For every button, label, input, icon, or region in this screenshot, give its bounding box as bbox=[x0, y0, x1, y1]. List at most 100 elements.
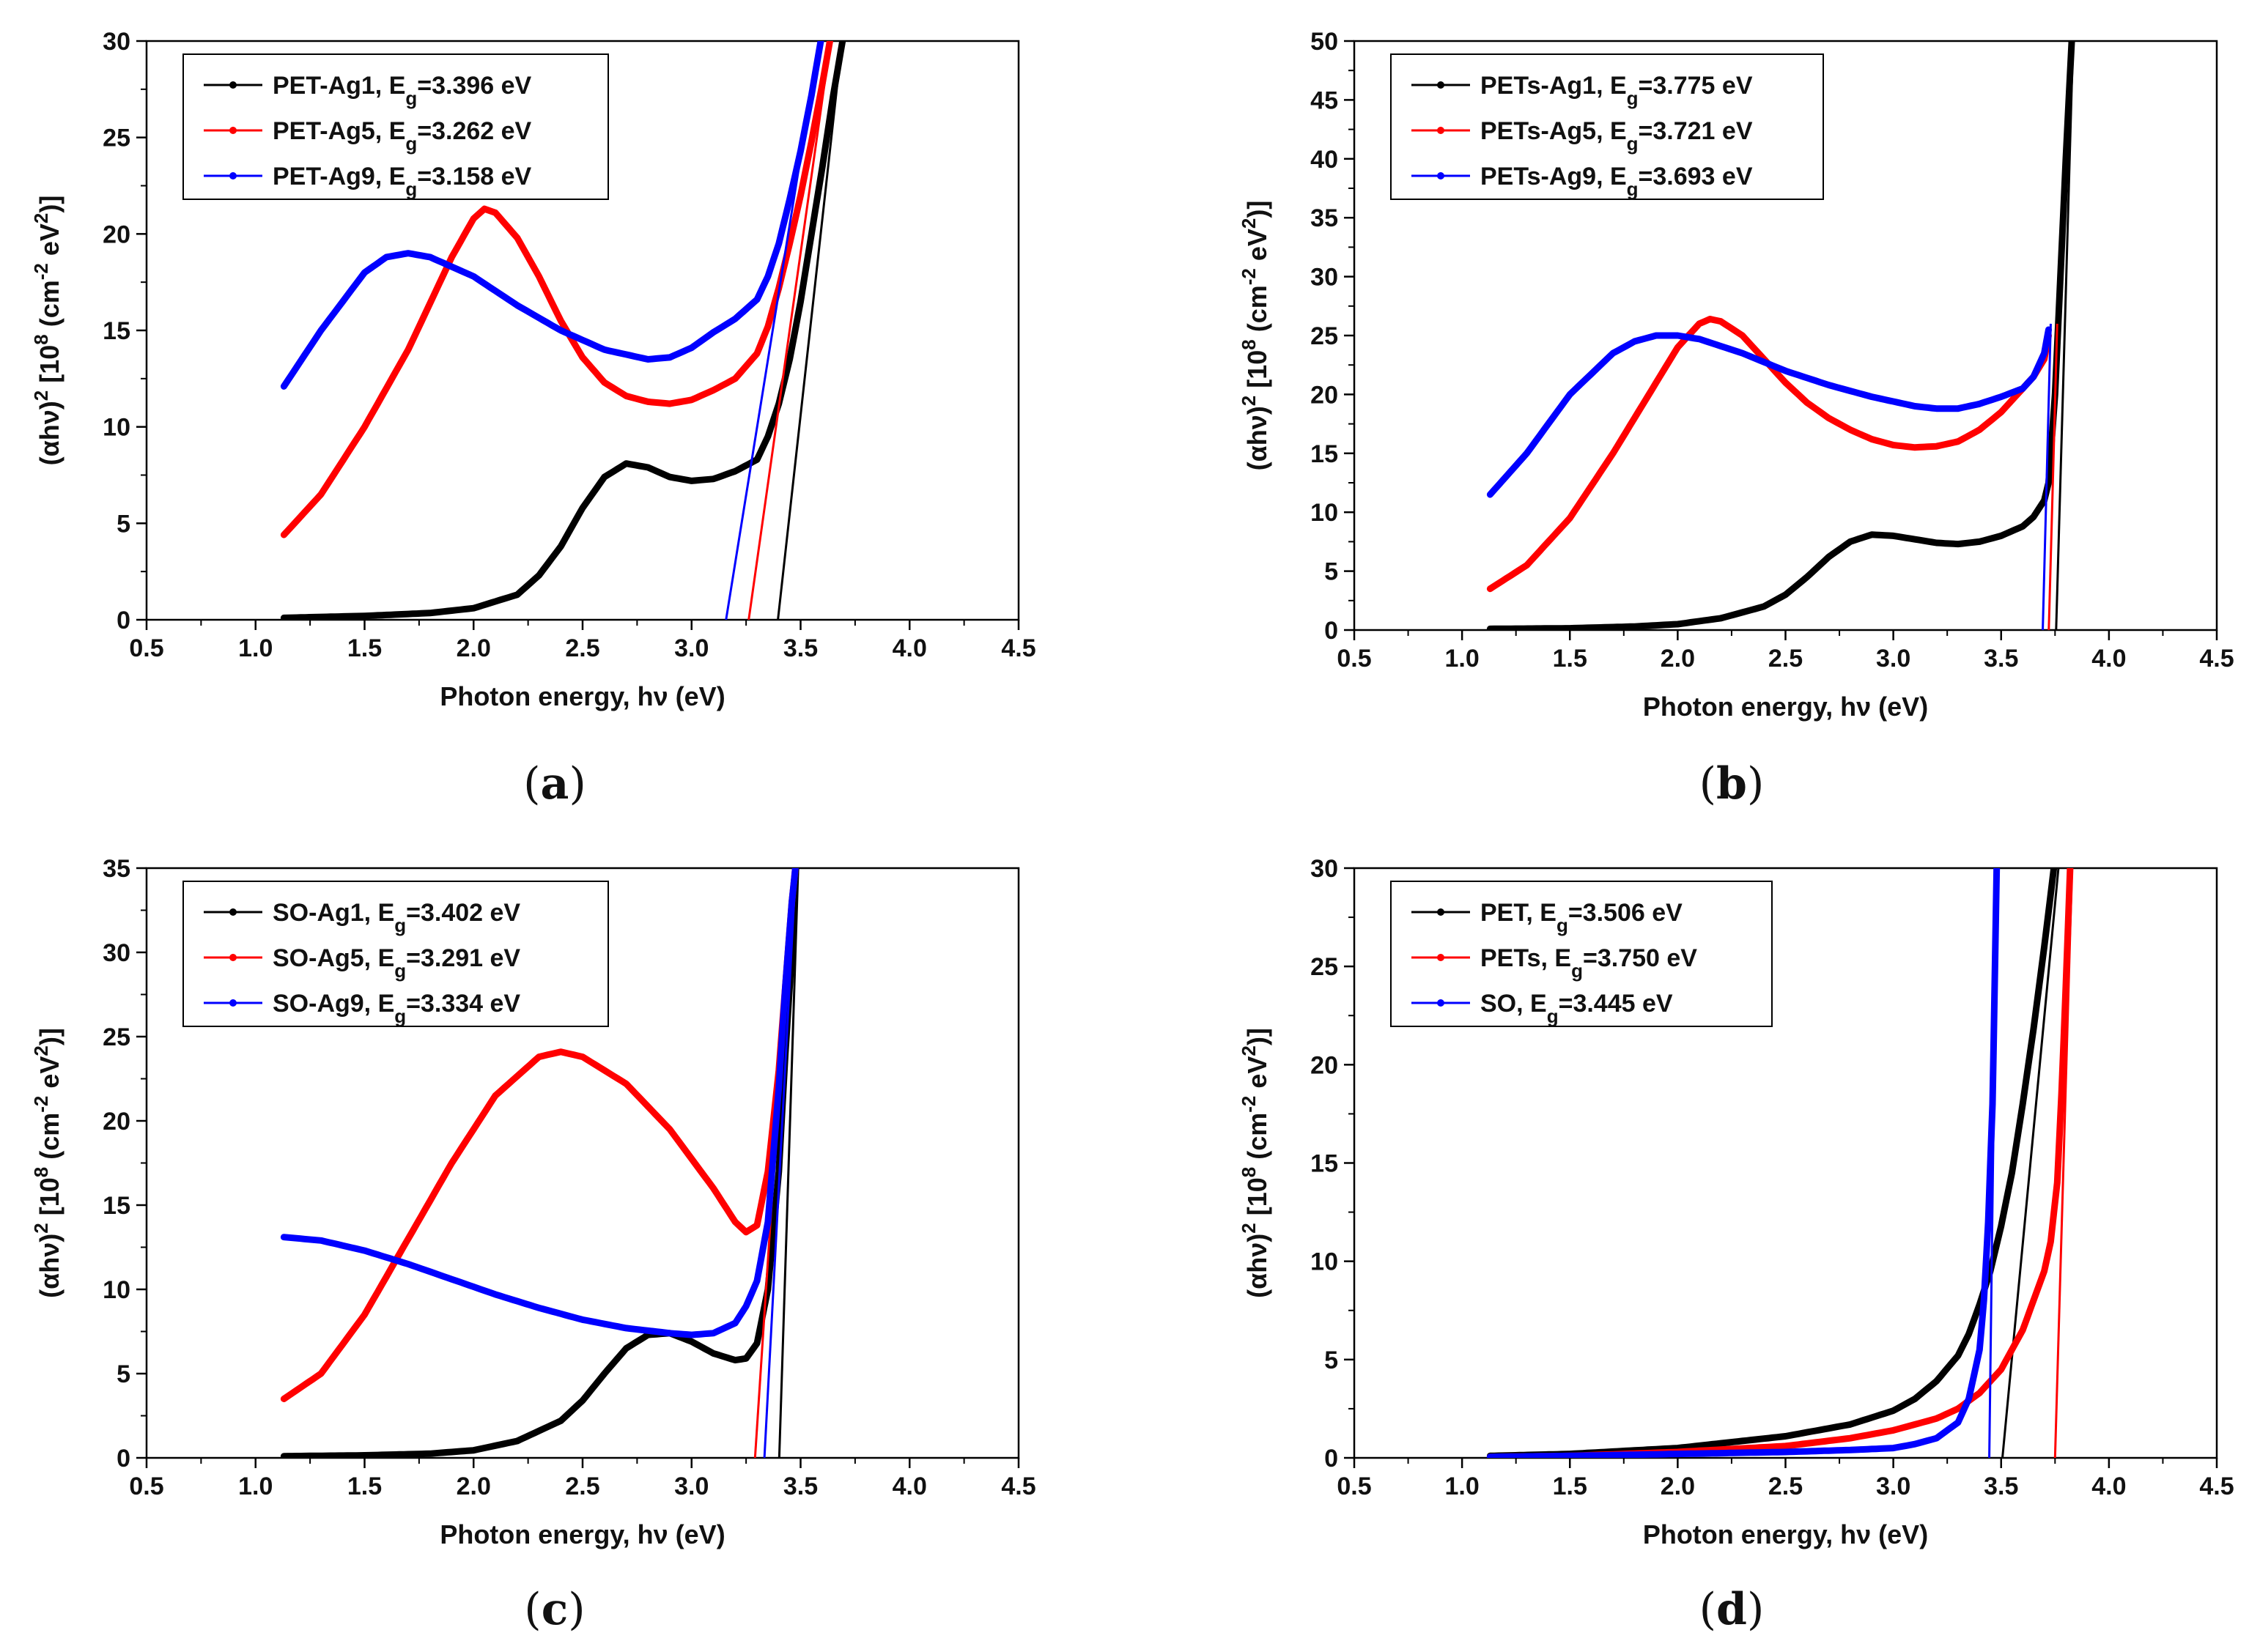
legend-label-2: PETs-Ag5, Eg=3.721 eV bbox=[1480, 117, 1753, 155]
data-point bbox=[723, 380, 730, 387]
data-point bbox=[1529, 1453, 1535, 1458]
data-point bbox=[2030, 514, 2036, 520]
data-point bbox=[1881, 1445, 1888, 1452]
legend-label-3: SO-Ag9, Eg=3.334 eV bbox=[273, 990, 520, 1027]
data-point bbox=[306, 1453, 313, 1458]
data-point bbox=[754, 1278, 760, 1284]
data-point bbox=[1881, 440, 1888, 446]
data-point bbox=[1881, 1429, 1888, 1435]
fit-line-1 bbox=[777, 41, 843, 620]
data-point bbox=[1657, 1451, 1663, 1458]
data-point bbox=[558, 327, 564, 333]
data-point bbox=[1803, 1448, 1810, 1455]
data-point bbox=[489, 208, 495, 215]
x-tick-label: 0.5 bbox=[1337, 1473, 1371, 1500]
data-point bbox=[1727, 1439, 1732, 1445]
data-point bbox=[1545, 538, 1551, 545]
data-point bbox=[1554, 1453, 1561, 1458]
data-point bbox=[331, 1453, 338, 1458]
data-point bbox=[2011, 1343, 2017, 1349]
data-point bbox=[426, 300, 433, 307]
data-point bbox=[697, 1167, 704, 1174]
legend: PET, Eg=3.506 eV PETs, Eg=3.750 eV SO, Eg=… bbox=[1390, 881, 1773, 1027]
data-point bbox=[357, 1452, 363, 1458]
data-point bbox=[671, 1330, 677, 1337]
data-point bbox=[522, 307, 529, 314]
data-point bbox=[706, 1348, 712, 1355]
data-point bbox=[1769, 1434, 1776, 1441]
data-point bbox=[1683, 620, 1690, 626]
data-point bbox=[1976, 426, 1983, 433]
data-point bbox=[1873, 394, 1880, 401]
panel-label-d: (d) bbox=[1699, 1584, 1765, 1635]
data-point bbox=[1511, 464, 1518, 470]
data-point bbox=[662, 1122, 668, 1128]
data-point bbox=[688, 478, 695, 484]
data-point bbox=[645, 1103, 651, 1110]
data-point bbox=[1908, 444, 1914, 451]
data-point bbox=[1700, 337, 1707, 344]
data-point bbox=[1562, 625, 1569, 630]
y-tick-label: 20 bbox=[1310, 1051, 1338, 1079]
data-point bbox=[1916, 537, 1922, 544]
data-point bbox=[1908, 402, 1914, 409]
data-point bbox=[1702, 318, 1708, 325]
data-point bbox=[645, 399, 651, 405]
data-point bbox=[830, 92, 837, 98]
data-point bbox=[1873, 1445, 1880, 1452]
data-point bbox=[1795, 1441, 1802, 1448]
x-axis-title: Photon energy, hν (eV) bbox=[1643, 692, 1928, 722]
data-point bbox=[627, 1342, 634, 1349]
data-point bbox=[2045, 1253, 2050, 1259]
data-point bbox=[514, 1438, 520, 1444]
x-tick-label: 3.0 bbox=[1876, 645, 1910, 673]
data-point bbox=[1916, 444, 1922, 451]
data-point bbox=[679, 1331, 686, 1338]
data-point bbox=[479, 1445, 486, 1452]
data-point bbox=[2037, 503, 2044, 509]
data-point bbox=[775, 240, 782, 247]
data-point bbox=[627, 461, 634, 467]
data-point bbox=[1821, 1448, 1828, 1454]
data-point bbox=[1519, 565, 1526, 571]
data-point bbox=[1839, 1423, 1844, 1429]
data-point bbox=[2028, 1303, 2034, 1310]
data-point bbox=[592, 1319, 599, 1325]
data-point bbox=[1881, 1410, 1888, 1417]
data-point bbox=[584, 1317, 590, 1324]
data-point bbox=[1812, 1448, 1819, 1454]
data-point bbox=[383, 1254, 390, 1261]
data-point bbox=[1735, 610, 1741, 617]
series-group bbox=[1486, 868, 2074, 1458]
data-point bbox=[584, 1056, 590, 1063]
data-point bbox=[679, 1144, 686, 1150]
data-point bbox=[549, 300, 555, 306]
y-tick-label: 5 bbox=[117, 510, 130, 538]
data-point bbox=[575, 512, 581, 519]
data-point bbox=[1614, 1452, 1620, 1458]
data-point bbox=[462, 1448, 468, 1454]
data-point bbox=[1890, 442, 1897, 448]
data-point bbox=[505, 296, 512, 303]
data-point bbox=[435, 1450, 442, 1456]
data-point bbox=[401, 611, 407, 618]
x-tick-label: 0.5 bbox=[1337, 645, 1371, 673]
data-point bbox=[566, 527, 573, 534]
data-point bbox=[1830, 551, 1836, 558]
data-point bbox=[741, 308, 747, 314]
y-tick-label: 10 bbox=[1310, 1248, 1338, 1276]
legend-marker bbox=[229, 81, 237, 89]
data-point bbox=[297, 1235, 303, 1242]
x-tick-label: 1.0 bbox=[238, 1473, 273, 1500]
x-tick-label: 0.5 bbox=[129, 1473, 163, 1500]
data-point bbox=[1727, 324, 1732, 330]
y-tick-label: 10 bbox=[1310, 499, 1338, 527]
data-point bbox=[1622, 623, 1629, 630]
x-tick-label: 2.0 bbox=[1661, 1473, 1695, 1500]
data-point bbox=[1700, 1442, 1707, 1448]
data-point bbox=[314, 496, 320, 502]
data-point bbox=[549, 322, 555, 329]
data-point bbox=[1683, 333, 1690, 340]
data-point bbox=[2020, 1327, 2026, 1333]
